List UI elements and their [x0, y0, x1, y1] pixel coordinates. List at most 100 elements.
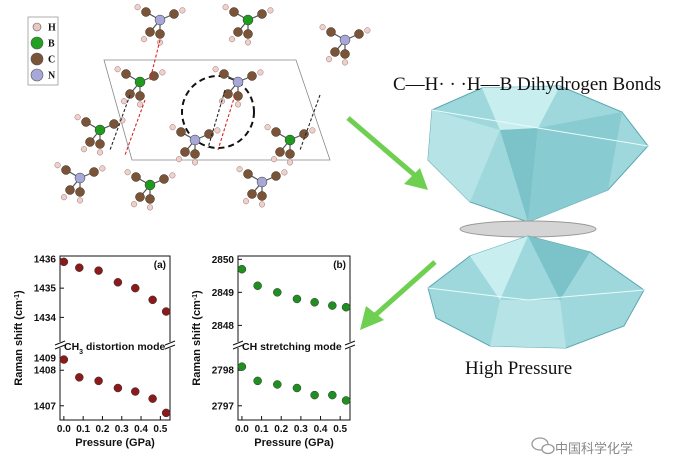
data-point-lower: [94, 376, 103, 386]
axis-break: [232, 340, 244, 346]
gasket: [459, 220, 597, 238]
data-point-upper: [161, 307, 171, 316]
data-point-upper: [75, 263, 84, 272]
panel-label: (b): [333, 260, 346, 271]
unit-cell: [103, 59, 331, 161]
y-tick-label: 2848: [212, 321, 235, 332]
legend-atom-n: [30, 68, 44, 82]
dihydrogen-bond: [217, 94, 236, 151]
legend-label-h: H: [48, 23, 56, 34]
y-tick-label: 1436: [34, 254, 57, 265]
plot-frame: [237, 255, 351, 421]
legend-atom-c: [30, 52, 44, 66]
dihydrogen-bond: [207, 89, 226, 149]
x-tick-label: 0.5: [333, 424, 347, 435]
chart-b-svg: 2850 2849 2848 2798 2797 0.0 0.1 0.2 0.3 0.4 0.5 (b…: [191, 255, 356, 449]
plot-frame: [59, 255, 171, 421]
pressure-label: High Pressure: [465, 358, 573, 379]
data-point-lower: [328, 390, 337, 400]
mode-annotation: CH stretching mode: [242, 341, 342, 353]
y-tick-label: 1435: [34, 284, 57, 295]
data-point-lower: [161, 408, 171, 418]
x-tick-label: 0.3: [115, 424, 129, 435]
axis-break: [344, 340, 356, 346]
highlight-circle: [181, 75, 255, 149]
axis-break: [54, 344, 66, 350]
diamond-anvil-bottom: [427, 235, 645, 349]
legend-label-n: N: [48, 71, 56, 82]
axis-break: [54, 340, 66, 346]
data-point-lower: [253, 376, 262, 386]
y-tick-label: 2849: [212, 288, 235, 299]
molecule: [74, 114, 126, 156]
x-axis-label: Pressure (GPa): [75, 437, 155, 449]
molecule: [264, 124, 316, 166]
molecule: [236, 166, 288, 208]
data-point-lower: [273, 380, 282, 389]
molecule: [319, 24, 371, 66]
x-axis-label: Pressure (GPa): [254, 437, 334, 449]
data-point-lower: [59, 355, 69, 364]
molecule: [54, 162, 106, 204]
x-tick-label: 0.4: [314, 424, 328, 435]
data-point-upper: [292, 294, 302, 304]
x-tick-label: 0.0: [235, 424, 249, 435]
arrow-to-diamond: [346, 116, 428, 190]
x-tick-label: 0.1: [255, 424, 269, 435]
data-point-lower: [75, 373, 84, 382]
data-point-lower: [310, 390, 319, 400]
data-point-upper: [59, 257, 69, 267]
y-tick-label: 2797: [212, 401, 235, 412]
y-tick-label: 1408: [34, 366, 57, 377]
x-tick-label: 0.2: [274, 424, 288, 435]
molecule: [134, 4, 186, 46]
molecule: [212, 66, 264, 108]
data-point-lower: [341, 396, 351, 405]
y-axis-label: Raman shift (cm-1): [13, 290, 25, 386]
y-axis-label: Raman shift (cm-1): [191, 290, 203, 386]
data-point-upper: [131, 283, 140, 293]
y-tick-label: 2850: [212, 255, 235, 266]
chart-a: 1436 1435 1434 1409 1408 1407 0.0 0.1 0.2 0.3 0.4 0…: [0, 244, 178, 474]
molecule: [114, 66, 166, 108]
legend-label-c: C: [48, 55, 55, 66]
data-point-upper: [273, 288, 282, 297]
data-point-upper: [94, 266, 103, 275]
watermark: 中国科学化学: [555, 442, 634, 457]
legend-label-b: B: [48, 39, 55, 50]
axis-break: [164, 340, 176, 346]
data-point-upper: [341, 302, 351, 312]
data-point-lower: [148, 394, 157, 403]
molecules: [54, 4, 371, 211]
data-point-lower: [113, 383, 123, 393]
axis-break: [164, 344, 176, 350]
data-point-upper: [237, 264, 247, 274]
axis-break: [344, 344, 356, 350]
y-tick-label: 1407: [34, 401, 57, 412]
x-tick-label: 0.2: [96, 424, 110, 435]
x-tick-label: 0.1: [76, 424, 90, 435]
x-tick-label: 0.3: [294, 424, 308, 435]
dihydrogen-bond: [149, 39, 161, 81]
x-tick-label: 0.5: [153, 424, 167, 435]
data-point-lower: [131, 387, 140, 396]
axis-break: [232, 344, 244, 350]
data-point-lower: [292, 383, 302, 393]
data-point-upper: [253, 281, 262, 290]
data-point-upper: [148, 295, 157, 305]
legend-atom-h: [32, 22, 42, 32]
wechat-icon: [531, 437, 555, 455]
molecule: [124, 169, 176, 211]
bond-title: C—H· · ·H—B Dihydrogen Bonds: [393, 74, 662, 95]
y-tick-label: 2798: [212, 366, 235, 377]
molecule: [222, 4, 274, 46]
y-tick-label: 1434: [34, 313, 57, 324]
chart-b: 2850 2849 2848 2798 2797 0.0 0.1 0.2 0.3 0.4 0.5 (b…: [178, 244, 358, 474]
mode-annotation: CH3 distortion mode: [64, 341, 165, 356]
legend-atom-b: [30, 36, 44, 50]
x-tick-label: 0.4: [134, 424, 148, 435]
data-point-upper: [310, 298, 319, 307]
